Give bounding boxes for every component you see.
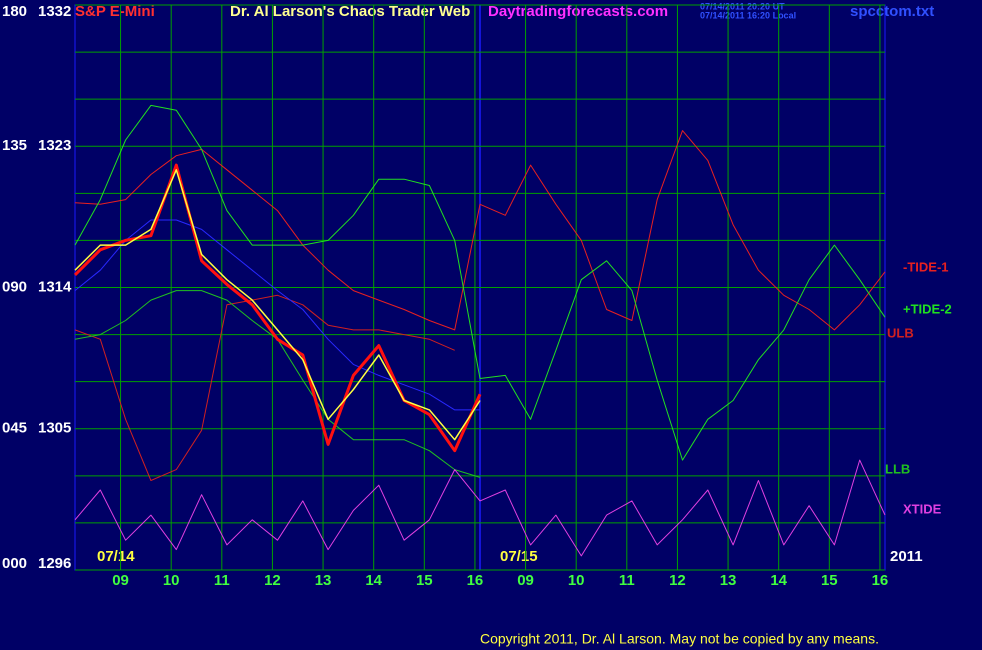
y-tick-label: 1305 <box>38 420 71 437</box>
series-line <box>74 294 455 481</box>
x-tick-label: 10 <box>163 572 180 589</box>
series-label: +TIDE-2 <box>903 301 952 316</box>
series-line <box>74 104 886 461</box>
chart-title: Dr. Al Larson's Chaos Trader Web <box>230 3 470 20</box>
x-tick-label: 12 <box>669 572 686 589</box>
x-tick-label: 11 <box>619 572 635 589</box>
x-tick-label: 13 <box>720 572 737 589</box>
y-tick-label: 1332 <box>38 3 71 20</box>
copyright: Copyright 2011, Dr. Al Larson. May not b… <box>480 631 879 647</box>
timestamp: 07/14/2011 20:20 UT <box>700 1 785 11</box>
instrument: S&P E-Mini <box>75 3 155 20</box>
timestamp: 07/14/2011 16:20 Local <box>700 10 796 20</box>
day-label: 07/15 <box>500 548 538 565</box>
y-tick-label: 1314 <box>38 278 72 295</box>
day-label: 07/14 <box>97 548 135 565</box>
series-line <box>73 163 482 453</box>
x-tick-label: 09 <box>112 572 129 589</box>
x-tick-label: 15 <box>821 572 838 589</box>
y2-tick-label: 000 <box>2 555 27 572</box>
y2-tick-label: 180 <box>2 3 27 20</box>
x-tick-label: 16 <box>467 572 484 589</box>
x-tick-label: 14 <box>365 572 382 589</box>
y2-tick-label: 135 <box>2 137 27 154</box>
x-tick-label: 14 <box>770 572 787 589</box>
x-tick-label: 11 <box>214 572 230 589</box>
y2-tick-label: 090 <box>2 278 27 295</box>
x-tick-label: 13 <box>315 572 332 589</box>
x-tick-label: 10 <box>568 572 585 589</box>
series-label: XTIDE <box>903 501 942 516</box>
series-label: ULB <box>887 325 914 340</box>
x-tick-label: 15 <box>416 572 433 589</box>
y-tick-label: 1296 <box>38 555 71 572</box>
series-label: -TIDE-1 <box>903 259 949 274</box>
x-tick-label: 12 <box>264 572 281 589</box>
y-tick-label: 1323 <box>38 137 71 154</box>
series-line <box>74 219 480 411</box>
grid <box>75 4 885 571</box>
file-name: spcctom.txt <box>850 3 934 20</box>
site: Daytradingforecasts.com <box>488 3 668 20</box>
x-tick-label: 09 <box>517 572 534 589</box>
series-line <box>74 130 886 331</box>
x-tick-label: 16 <box>872 572 889 589</box>
series-line <box>74 459 886 557</box>
y2-tick-label: 045 <box>2 420 27 437</box>
series-label: LLB <box>885 461 910 476</box>
series-line <box>74 169 481 441</box>
year-label: 2011 <box>890 548 923 565</box>
